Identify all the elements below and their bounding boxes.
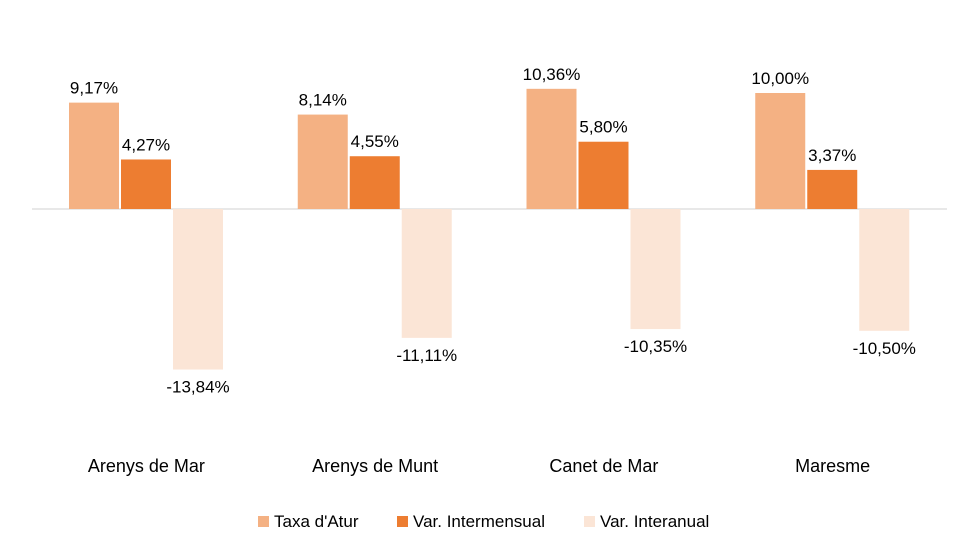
category-labels-group: Arenys de Mar Arenys de Munt Canet de Mar M…	[88, 456, 870, 476]
category-label-arenys-de-mar: Arenys de Mar	[88, 456, 205, 476]
legend-swatch-taxa-d-atur	[258, 516, 269, 527]
bar-var-interanual-maresme	[859, 209, 910, 331]
bar-var-intermensual-arenys-de-mar	[121, 159, 171, 209]
category-label-canet-de-mar: Canet de Mar	[549, 456, 658, 476]
legend: Taxa d'Atur Var. Intermensual Var. Interan…	[258, 512, 709, 531]
category-label-maresme: Maresme	[795, 456, 870, 476]
legend-label-var-interanual: Var. Interanual	[600, 512, 709, 531]
bar-var-intermensual-arenys-de-munt	[349, 156, 400, 209]
bars-group	[69, 88, 910, 370]
data-label-taxa-d-atur-arenys-de-mar: 9,17%	[70, 79, 118, 98]
bar-taxa-d-atur-maresme	[755, 93, 806, 209]
data-label-var-interanual-arenys-de-mar: -13,84%	[166, 378, 229, 397]
bar-var-interanual-canet-de-mar	[630, 209, 681, 330]
data-label-var-intermensual-canet-de-mar: 5,80%	[579, 118, 627, 137]
bar-var-intermensual-canet-de-mar	[578, 141, 629, 209]
bar-taxa-d-atur-canet-de-mar	[526, 88, 577, 209]
data-label-var-intermensual-maresme: 3,37%	[808, 146, 856, 165]
data-label-var-interanual-maresme: -10,50%	[853, 339, 916, 358]
bar-var-interanual-arenys-de-mar	[173, 209, 223, 370]
data-labels-group: 9,17% 4,27% -13,84% 8,14% 4,55% -11,11% 10,36%…	[70, 65, 916, 397]
data-label-var-intermensual-arenys-de-munt: 4,55%	[351, 132, 399, 151]
data-label-var-interanual-arenys-de-munt: -11,11%	[396, 346, 457, 365]
legend-swatch-var-intermensual	[397, 516, 408, 527]
bar-var-interanual-arenys-de-munt	[401, 209, 452, 338]
legend-swatch-var-interanual	[584, 516, 595, 527]
data-label-var-interanual-canet-de-mar: -10,35%	[624, 337, 687, 356]
bar-taxa-d-atur-arenys-de-munt	[297, 114, 348, 209]
data-label-var-intermensual-arenys-de-mar: 4,27%	[122, 135, 170, 154]
legend-label-var-intermensual: Var. Intermensual	[413, 512, 545, 531]
data-label-taxa-d-atur-maresme: 10,00%	[751, 69, 809, 88]
bar-taxa-d-atur-arenys-de-mar	[69, 102, 119, 209]
data-label-taxa-d-atur-canet-de-mar: 10,36%	[523, 65, 581, 84]
category-label-arenys-de-munt: Arenys de Munt	[312, 456, 438, 476]
data-label-taxa-d-atur-arenys-de-munt: 8,14%	[299, 91, 347, 110]
bar-var-intermensual-maresme	[807, 169, 858, 209]
legend-label-taxa-d-atur: Taxa d'Atur	[274, 512, 359, 531]
